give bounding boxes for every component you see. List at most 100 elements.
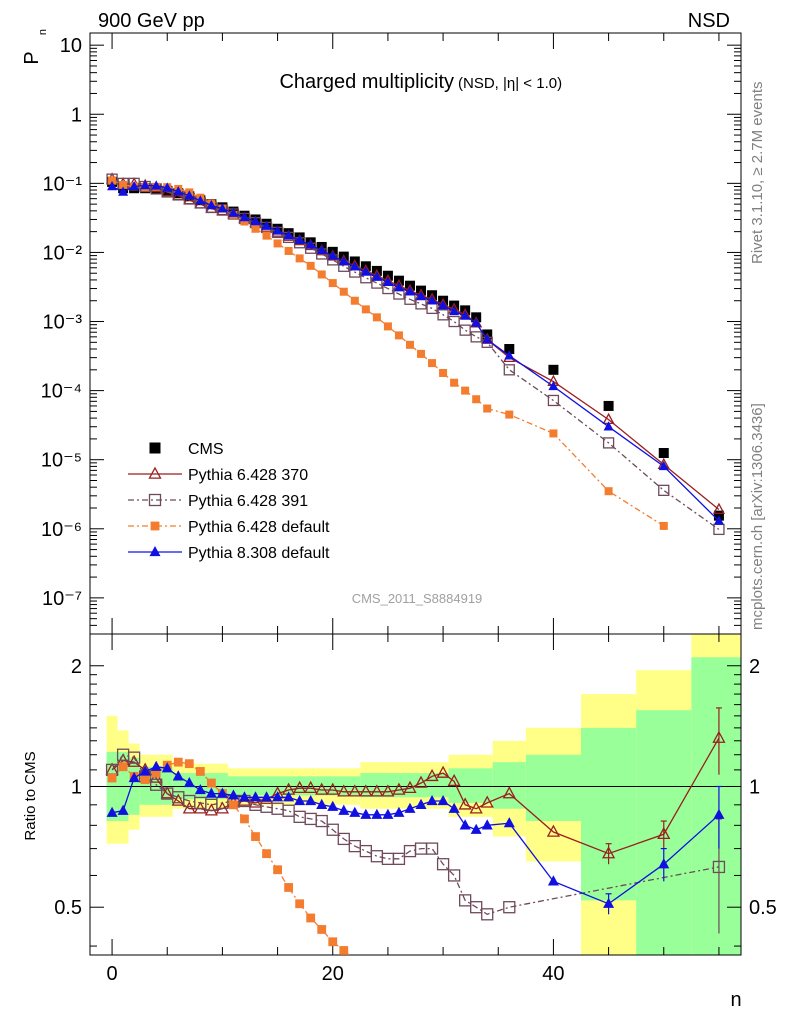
chart-title: Charged multiplicity	[279, 71, 454, 93]
ratio-data-point	[216, 787, 228, 798]
ratio-data-point	[150, 778, 163, 791]
ratio-data-point	[370, 784, 384, 797]
ratio-data-point	[339, 946, 349, 955]
ratio-data-point	[284, 883, 294, 892]
main-data-point	[428, 359, 437, 368]
ratio-data-point	[392, 852, 406, 865]
ratio-y-axis-label: Ratio to CMS	[22, 751, 39, 840]
ratio-data-point	[338, 804, 350, 815]
ratio-data-point	[273, 865, 282, 875]
ratio-data-point	[337, 784, 351, 797]
ratio-data-point	[305, 794, 317, 806]
main-data-point	[162, 182, 173, 192]
main-data-point	[713, 523, 725, 536]
main-data-point	[417, 349, 426, 358]
ratio-y-tick-label-left: 2	[71, 656, 82, 678]
ratio-data-point	[417, 992, 426, 1001]
main-y-tick-label: 10⁻³	[43, 312, 83, 334]
main-series-line	[111, 178, 720, 511]
ratio-data-point	[712, 860, 726, 874]
ratio-data-point	[238, 791, 250, 802]
ratio-data-point	[317, 925, 327, 934]
main-data-point	[547, 394, 560, 407]
ratio-data-point	[603, 897, 615, 908]
main-data-point	[151, 180, 162, 190]
main-series-4	[107, 180, 724, 525]
main-data-point	[361, 305, 370, 314]
main-data-point	[108, 176, 117, 185]
main-data-point	[129, 181, 140, 191]
main-data-point	[450, 378, 459, 387]
ratio-data-point	[371, 808, 383, 819]
main-data-point	[461, 386, 470, 395]
main-y-tick-labels: 10 1 10⁻¹ 10⁻² 10⁻³ 10⁻⁴ 10⁻⁵ 10⁻⁶ 10⁻⁷	[41, 35, 83, 610]
ratio-data-point	[503, 817, 515, 828]
main-data-point	[107, 181, 118, 191]
main-data-point	[658, 484, 670, 497]
ratio-data-point	[381, 852, 395, 865]
ratio-series-line	[111, 766, 720, 905]
main-data-point	[405, 340, 414, 349]
ratio-data-point	[315, 814, 328, 828]
main-data-point	[118, 186, 129, 196]
main-data-point	[548, 380, 559, 391]
main-data-point	[504, 350, 515, 360]
main-y-tick-label: 10⁻⁷	[42, 588, 82, 610]
main-data-point	[404, 286, 415, 296]
ratio-data-point	[171, 793, 185, 806]
main-series-group	[105, 172, 726, 536]
main-panel: Charged multiplicity (NSD, |η| < 1.0) CM…	[21, 29, 742, 635]
ratio-data-point	[315, 782, 329, 795]
main-data-point	[503, 364, 515, 376]
main-data-point	[394, 331, 403, 340]
y-axis-label-main: P	[21, 51, 43, 64]
ratio-frame	[89, 633, 742, 956]
ratio-data-point	[150, 760, 162, 771]
ratio-y-tick-labels: 0.5 0.5 1 1 2 2	[54, 656, 777, 919]
main-data-point	[483, 404, 492, 413]
main-data-point	[658, 460, 669, 471]
ratio-series-line	[111, 753, 720, 916]
ratio-data-point	[448, 802, 460, 813]
main-data-point	[328, 279, 337, 288]
ratio-data-point	[384, 981, 393, 990]
main-data-point	[295, 254, 304, 263]
main-data-point	[712, 502, 726, 514]
ratio-data-point	[140, 775, 150, 785]
main-data-point	[504, 344, 515, 355]
ratio-data-point	[294, 794, 306, 806]
ratio-data-point	[194, 783, 206, 795]
ratio-data-point	[426, 794, 438, 806]
ratio-data-point	[250, 791, 262, 802]
ratio-data-point	[359, 844, 372, 858]
ratio-data-point	[406, 992, 415, 1001]
ratio-data-point	[283, 791, 295, 802]
y-axis-label-subscript: n	[37, 29, 49, 35]
ratio-data-point	[128, 771, 140, 783]
main-data-point	[482, 333, 493, 344]
legend-label: Pythia 6.428 default	[188, 519, 330, 536]
ratio-series-group	[105, 707, 726, 1001]
ratio-data-point	[229, 800, 238, 810]
ratio-inner-band	[581, 727, 637, 901]
main-data-point	[239, 212, 250, 222]
ratio-data-point	[205, 787, 217, 798]
ratio-x-tick-label: 40	[542, 963, 564, 985]
main-data-point	[240, 217, 249, 226]
ratio-data-point	[360, 808, 372, 819]
main-data-point	[360, 266, 371, 276]
main-data-point	[272, 225, 283, 235]
main-data-point	[460, 310, 471, 320]
legend-label: CMS	[188, 441, 224, 458]
ratio-data-point	[182, 801, 196, 814]
ratio-x-tick-label: 0	[107, 963, 118, 985]
main-data-point	[283, 230, 294, 240]
ratio-data-point	[106, 806, 118, 817]
main-data-point	[317, 270, 326, 279]
ratio-data-point	[107, 773, 117, 783]
ratio-data-point	[602, 846, 616, 859]
ratio-data-point	[382, 808, 394, 819]
ratio-data-point	[503, 901, 516, 914]
ratio-y-tick-label-right: 0.5	[749, 897, 777, 919]
